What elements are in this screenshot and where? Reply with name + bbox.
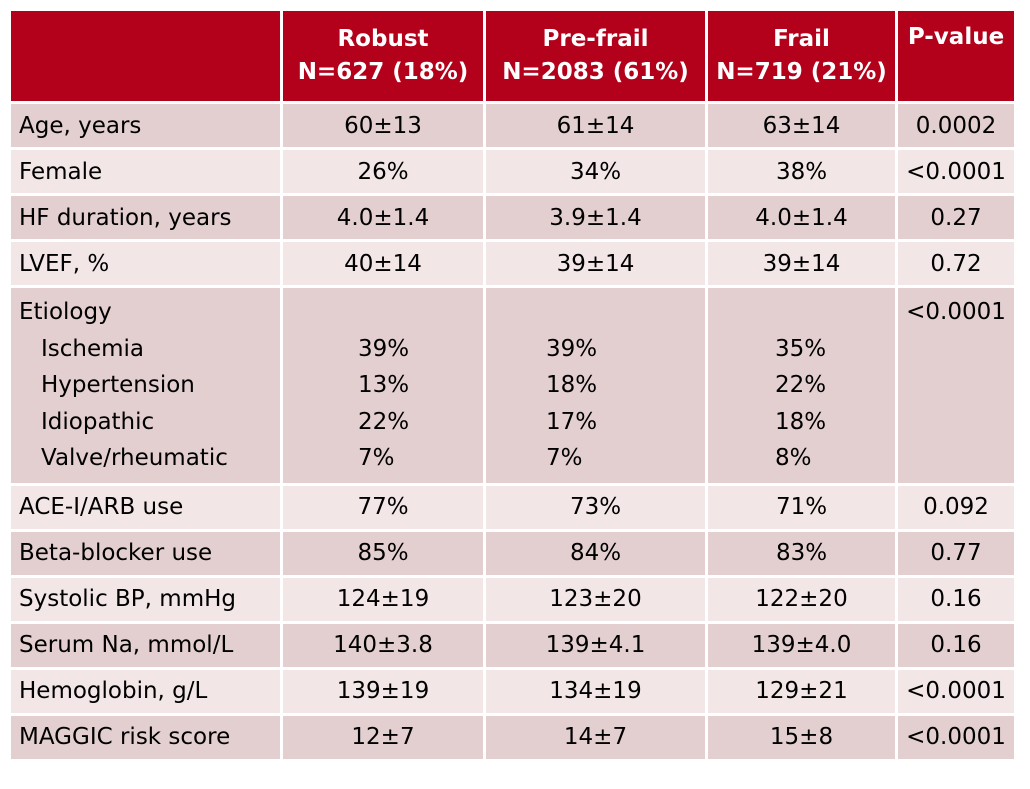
- cell-pvalue: 0.0002: [895, 101, 1017, 150]
- header-blank-cell: [8, 8, 283, 104]
- row-label: Female: [8, 147, 283, 196]
- baseline-characteristics-table-frame: Robust N=627 (18%) Pre-frail N=2083 (61%…: [8, 8, 1017, 762]
- cell-frail: 71%: [705, 482, 898, 532]
- cell-prefrail: 7%: [546, 445, 583, 471]
- cell-robust: 60±13: [280, 101, 486, 150]
- header-frail: Frail N=719 (21%): [705, 8, 898, 104]
- cell-frail: 129±21: [705, 666, 898, 716]
- cell-pvalue: 0.72: [895, 239, 1017, 288]
- table-row-hf-duration: HF duration, years 4.0±1.4 3.9±1.4 4.0±1…: [8, 193, 1017, 242]
- cell-prefrail: 39%: [546, 335, 598, 362]
- etiology-item-label: Ischemia: [41, 335, 145, 362]
- cell-pvalue: <0.0001: [895, 666, 1017, 716]
- cell-prefrail: 17%: [546, 408, 598, 435]
- etiology-item-label: Hypertension: [41, 372, 195, 398]
- cell-frail: 4.0±1.4: [705, 193, 898, 242]
- header-robust-n: N=627 (18%): [297, 59, 469, 85]
- cell-frail: 122±20: [705, 574, 898, 624]
- cell-frail: 8%: [775, 445, 812, 471]
- cell-prefrail: 14±7: [483, 712, 708, 762]
- cell-prefrail: 84%: [483, 528, 708, 578]
- etiology-robust-cell: 39% 13% 22% 7%: [280, 285, 486, 486]
- table-row-systolic-bp: Systolic BP, mmHg 124±19 123±20 122±20 0…: [8, 574, 1017, 624]
- table-row-age: Age, years 60±13 61±14 63±14 0.0002: [8, 101, 1017, 150]
- cell-robust: 39%: [358, 335, 410, 362]
- cell-frail: 18%: [775, 408, 827, 435]
- header-robust-name: Robust: [337, 26, 429, 52]
- cell-prefrail: 3.9±1.4: [483, 193, 708, 242]
- cell-robust: 12±7: [280, 712, 486, 762]
- cell-pvalue: <0.0001: [895, 147, 1017, 196]
- cell-pvalue: 0.092: [895, 482, 1017, 532]
- cell-frail: 39±14: [705, 239, 898, 288]
- etiology-pvalue-cell: <0.0001: [895, 285, 1017, 486]
- etiology-item-label: Valve/rheumatic: [41, 445, 228, 471]
- cell-pvalue: 0.77: [895, 528, 1017, 578]
- cell-prefrail: 134±19: [483, 666, 708, 716]
- cell-robust: 7%: [358, 445, 395, 471]
- cell-pvalue: 0.27: [895, 193, 1017, 242]
- cell-frail: 83%: [705, 528, 898, 578]
- etiology-item-label: Idiopathic: [41, 408, 155, 435]
- etiology-label-cell: Etiology Ischemia Hypertension Idiopathi…: [8, 285, 283, 486]
- cell-robust: 124±19: [280, 574, 486, 624]
- table-row-serum-na: Serum Na, mmol/L 140±3.8 139±4.1 139±4.0…: [8, 620, 1017, 670]
- cell-frail: 139±4.0: [705, 620, 898, 670]
- cell-robust: 4.0±1.4: [280, 193, 486, 242]
- cell-prefrail: 123±20: [483, 574, 708, 624]
- baseline-characteristics-table: Robust N=627 (18%) Pre-frail N=2083 (61%…: [8, 8, 1017, 762]
- table-row-maggic: MAGGIC risk score 12±7 14±7 15±8 <0.0001: [8, 712, 1017, 762]
- row-label: MAGGIC risk score: [8, 712, 283, 762]
- header-frail-name: Frail: [773, 26, 830, 52]
- row-label: HF duration, years: [8, 193, 283, 242]
- cell-robust: 139±19: [280, 666, 486, 716]
- row-label: Serum Na, mmol/L: [8, 620, 283, 670]
- cell-pvalue: 0.16: [895, 620, 1017, 670]
- cell-frail: 35%: [775, 335, 827, 362]
- cell-robust: 40±14: [280, 239, 486, 288]
- row-label: ACE-I/ARB use: [8, 482, 283, 532]
- etiology-frail-cell: 35% 22% 18% 8%: [705, 285, 898, 486]
- table-row-female: Female 26% 34% 38% <0.0001: [8, 147, 1017, 196]
- row-label: LVEF, %: [8, 239, 283, 288]
- cell-robust: 22%: [358, 408, 410, 435]
- cell-prefrail: 34%: [483, 147, 708, 196]
- row-label: Hemoglobin, g/L: [8, 666, 283, 716]
- header-prefrail: Pre-frail N=2083 (61%): [483, 8, 708, 104]
- cell-pvalue: <0.0001: [906, 299, 1006, 325]
- cell-frail: 38%: [705, 147, 898, 196]
- etiology-label: Etiology: [19, 299, 112, 325]
- table-row-hemoglobin: Hemoglobin, g/L 139±19 134±19 129±21 <0.…: [8, 666, 1017, 716]
- cell-pvalue: <0.0001: [895, 712, 1017, 762]
- cell-prefrail: 39±14: [483, 239, 708, 288]
- row-label: Systolic BP, mmHg: [8, 574, 283, 624]
- cell-prefrail: 139±4.1: [483, 620, 708, 670]
- header-pvalue: P-value: [895, 8, 1017, 104]
- table-row-lvef: LVEF, % 40±14 39±14 39±14 0.72: [8, 239, 1017, 288]
- header-prefrail-n: N=2083 (61%): [502, 59, 689, 85]
- cell-robust: 85%: [280, 528, 486, 578]
- cell-pvalue: 0.16: [895, 574, 1017, 624]
- header-row: Robust N=627 (18%) Pre-frail N=2083 (61%…: [8, 8, 1017, 104]
- header-robust: Robust N=627 (18%): [280, 8, 486, 104]
- etiology-prefrail-cell: 39% 18% 17% 7%: [483, 285, 708, 486]
- row-label: Age, years: [8, 101, 283, 150]
- cell-prefrail: 73%: [483, 482, 708, 532]
- cell-robust: 26%: [280, 147, 486, 196]
- cell-robust: 140±3.8: [280, 620, 486, 670]
- cell-frail: 22%: [775, 372, 827, 398]
- cell-robust: 13%: [358, 372, 410, 398]
- header-prefrail-name: Pre-frail: [542, 26, 649, 52]
- cell-frail: 63±14: [705, 101, 898, 150]
- table-row-beta-blocker: Beta-blocker use 85% 84% 83% 0.77: [8, 528, 1017, 578]
- row-label: Beta-blocker use: [8, 528, 283, 578]
- header-frail-n: N=719 (21%): [716, 59, 887, 85]
- table-row-ace-arb: ACE-I/ARB use 77% 73% 71% 0.092: [8, 482, 1017, 532]
- cell-robust: 77%: [280, 482, 486, 532]
- cell-prefrail: 61±14: [483, 101, 708, 150]
- cell-frail: 15±8: [705, 712, 898, 762]
- table-row-etiology: Etiology Ischemia Hypertension Idiopathi…: [8, 285, 1017, 486]
- cell-prefrail: 18%: [546, 372, 598, 398]
